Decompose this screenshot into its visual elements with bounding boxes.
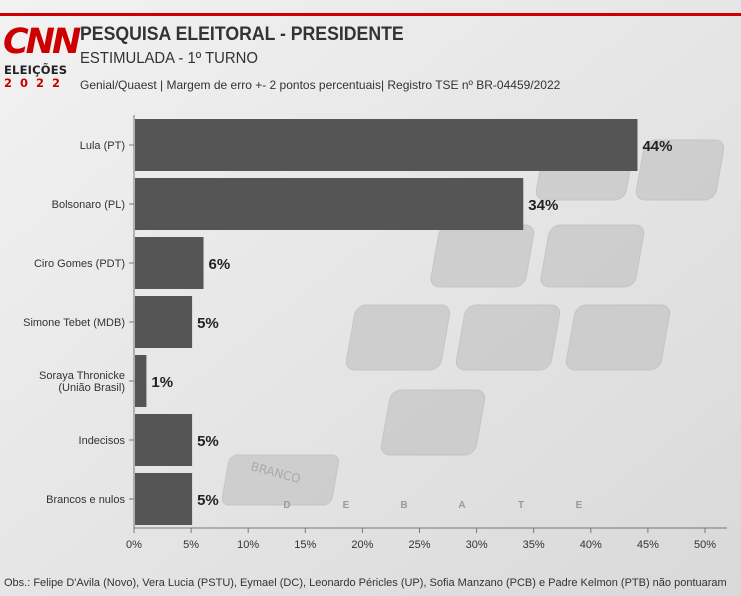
chart-subtitle: ESTIMULADA - 1º TURNO — [80, 50, 258, 67]
election-year: 2022 — [4, 76, 69, 90]
bar — [135, 414, 193, 466]
footer-note: Obs.: Felipe D'Avila (Novo), Vera Lucia … — [4, 577, 727, 589]
x-tick-label: 30% — [466, 539, 488, 551]
value-label: 5% — [197, 433, 219, 450]
value-label: 6% — [209, 256, 231, 273]
category-label: Soraya Thronicke (União Brasil) — [39, 370, 125, 394]
watermark-letter: A — [458, 500, 465, 511]
value-label: 44% — [642, 138, 672, 155]
chart-title: PESQUISA ELEITORAL - PRESIDENTE — [80, 24, 404, 45]
value-label: 5% — [197, 315, 219, 332]
x-tick-label: 10% — [237, 539, 259, 551]
x-tick-label: 0% — [126, 539, 142, 551]
bar — [135, 237, 204, 289]
bar — [135, 119, 638, 171]
category-label: Simone Tebet (MDB) — [23, 317, 125, 329]
category-label: Ciro Gomes (PDT) — [34, 258, 125, 270]
x-tick-label: 15% — [294, 539, 316, 551]
bar — [135, 178, 524, 230]
bar — [135, 355, 147, 407]
x-tick-label: 40% — [580, 539, 602, 551]
watermark-letter: D — [283, 500, 290, 511]
x-tick-label: 25% — [408, 539, 430, 551]
bar — [135, 296, 193, 348]
watermark-letter: E — [576, 500, 583, 511]
category-label: Bolsonaro (PL) — [52, 199, 125, 211]
eleicoes-label: ELEIÇÕES — [4, 63, 68, 77]
watermark-letter: B — [400, 500, 407, 511]
watermark-letter: T — [518, 500, 524, 511]
x-tick-label: 50% — [694, 539, 716, 551]
category-label: Lula (PT) — [80, 140, 125, 152]
x-tick-label: 5% — [183, 539, 199, 551]
value-label: 1% — [151, 374, 173, 391]
value-label: 34% — [528, 197, 558, 214]
x-tick-label: 20% — [351, 539, 373, 551]
top-red-line — [0, 13, 741, 16]
chart-source: Genial/Quaest | Margem de erro +- 2 pont… — [80, 78, 561, 92]
category-label: Indecisos — [79, 435, 126, 447]
cnn-logo: CNN — [3, 22, 81, 62]
category-label: Brancos e nulos — [46, 494, 125, 506]
bar — [135, 473, 193, 525]
x-tick-label: 45% — [637, 539, 659, 551]
value-label: 5% — [197, 492, 219, 509]
watermark-letter: E — [343, 500, 350, 511]
x-tick-label: 35% — [523, 539, 545, 551]
